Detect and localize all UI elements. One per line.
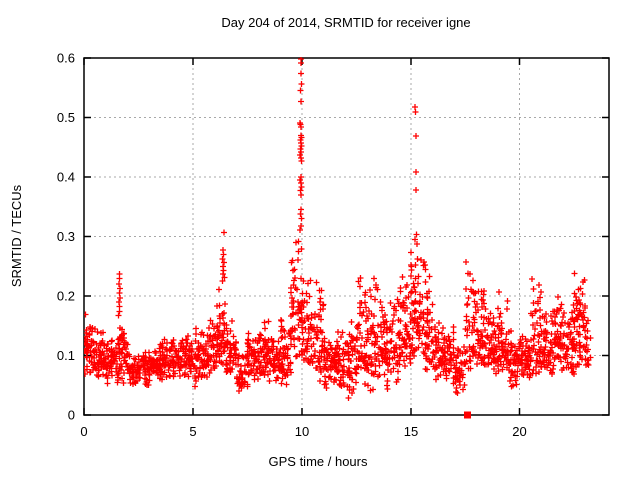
grid-lines: [84, 58, 609, 415]
svg-text:0.2: 0.2: [57, 289, 75, 304]
flag-point: [464, 411, 471, 419]
svg-text:0: 0: [80, 424, 87, 439]
svg-text:0.1: 0.1: [57, 348, 75, 363]
svg-text:0.4: 0.4: [57, 170, 75, 185]
data-points: [84, 57, 594, 401]
svg-text:0: 0: [68, 408, 75, 423]
svg-text:15: 15: [404, 424, 418, 439]
svg-text:5: 5: [189, 424, 196, 439]
svg-text:0.5: 0.5: [57, 110, 75, 125]
svg-text:20: 20: [512, 424, 526, 439]
plot-frame: [83, 57, 610, 416]
svg-text:10: 10: [295, 424, 309, 439]
x-axis-label: GPS time / hours: [269, 454, 368, 469]
chart-title: Day 204 of 2014, SRMTID for receiver ign…: [221, 15, 470, 30]
svg-text:0.3: 0.3: [57, 229, 75, 244]
svg-text:0.6: 0.6: [57, 51, 75, 66]
y-axis-label: SRMTID / TECUs: [9, 184, 24, 287]
tick-labels: 0 5 10 15 20 0 0.1 0.2 0.3 0.4 0.5 0.6: [57, 51, 527, 440]
